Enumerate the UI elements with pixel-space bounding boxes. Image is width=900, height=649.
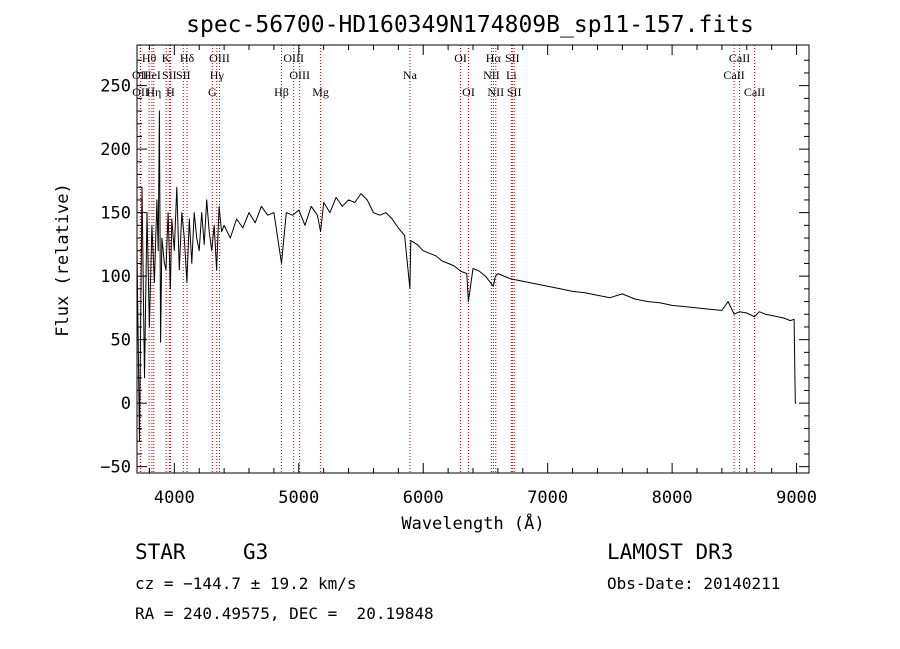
marker-label: SII: [507, 85, 522, 99]
y-tick-label: 250: [100, 77, 131, 97]
marker-label: OI: [462, 85, 475, 99]
marker-label: CaII: [723, 68, 744, 82]
x-tick-label: 4000: [154, 488, 195, 508]
obs-date: Obs-Date: 20140211: [607, 574, 781, 593]
marker-label: Mg: [312, 85, 329, 99]
object-class: STAR: [135, 540, 186, 564]
marker-label: Hα: [486, 51, 502, 65]
y-tick-label: 100: [100, 267, 131, 287]
marker-label: Hθ: [142, 51, 157, 65]
marker-label: Li: [506, 68, 517, 82]
marker-label: NII: [483, 68, 500, 82]
y-tick-label: 50: [111, 331, 131, 351]
marker-label: OIII: [209, 51, 230, 65]
y-axis: −50 0 50 100 150 200 250: [100, 59, 809, 478]
marker-label: OII: [132, 85, 149, 99]
chart-title: spec-56700-HD160349N174809B_sp11-157.fit…: [186, 12, 754, 38]
marker-label: CaII: [729, 51, 750, 65]
redshift-text: cz = −144.7 ± 19.2 km/s: [135, 574, 357, 593]
series-line: [136, 110, 797, 442]
marker-label: OI: [454, 51, 467, 65]
x-axis: 4000 5000 6000 7000 8000 9000: [148, 45, 817, 508]
y-axis-label: Flux (relative): [53, 183, 73, 337]
marker-label: K: [162, 51, 171, 65]
y-tick-label: 200: [100, 140, 131, 160]
x-tick-label: 6000: [403, 488, 444, 508]
marker-label: SII: [162, 68, 177, 82]
x-tick-label: 9000: [776, 488, 817, 508]
y-tick-label: −50: [100, 458, 131, 478]
x-tick-label: 5000: [278, 488, 319, 508]
marker-label: CaII: [744, 85, 765, 99]
marker-label: Na: [403, 68, 418, 82]
marker-label: Hη: [146, 85, 161, 99]
line-markers: OIIHθOIIHeIHηKSIIHHδSIIOIIIHγGOIIIOIIIHβ…: [132, 45, 765, 473]
spectrum-series: [136, 110, 797, 442]
marker-label: SII: [505, 51, 520, 65]
marker-label: Hβ: [274, 85, 289, 99]
marker-label: NII: [487, 85, 504, 99]
marker-label: G: [208, 85, 217, 99]
marker-label: SII: [176, 68, 191, 82]
survey-name: LAMOST DR3: [607, 540, 734, 564]
subclass: G3: [243, 540, 269, 564]
plot-frame: [136, 44, 810, 474]
marker-label: OIII: [289, 68, 310, 82]
marker-label: Hδ: [180, 51, 195, 65]
marker-label: Hγ: [210, 68, 225, 82]
x-tick-label: 8000: [652, 488, 693, 508]
marker-label: HeI: [143, 68, 161, 82]
marker-label: OIII: [283, 51, 304, 65]
coordinates: RA = 240.49575, DEC = 20.19848: [135, 604, 434, 623]
marker-label: H: [166, 85, 175, 99]
y-tick-label: 0: [121, 394, 131, 414]
x-tick-label: 7000: [527, 488, 568, 508]
x-axis-label: Wavelength (Å): [401, 512, 544, 534]
y-tick-label: 150: [100, 204, 131, 224]
